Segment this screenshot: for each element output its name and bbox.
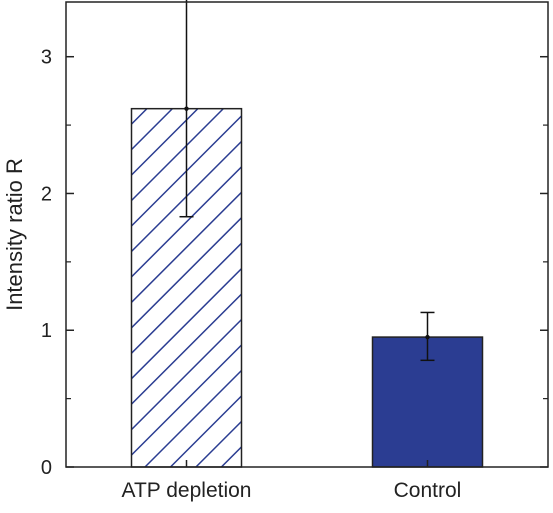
y-tick-label: 1 bbox=[41, 320, 52, 342]
error-bar bbox=[179, 0, 194, 218]
x-tick-label: ATP depletion bbox=[122, 479, 252, 502]
bars-group bbox=[130, 107, 484, 468]
ticks-group: ATP depletion Control 0 1 2 3 bbox=[41, 47, 548, 502]
y-axis-label: Intensity ratio R bbox=[2, 158, 27, 311]
plot-frame bbox=[65, 1, 549, 468]
y-tick-label: 2 bbox=[41, 183, 52, 205]
y-tick-label: 3 bbox=[41, 47, 52, 69]
error-bars-group bbox=[179, 0, 435, 362]
error-bar bbox=[420, 311, 435, 362]
x-tick-label: Control bbox=[394, 479, 462, 502]
y-tick-label: 0 bbox=[41, 457, 52, 479]
